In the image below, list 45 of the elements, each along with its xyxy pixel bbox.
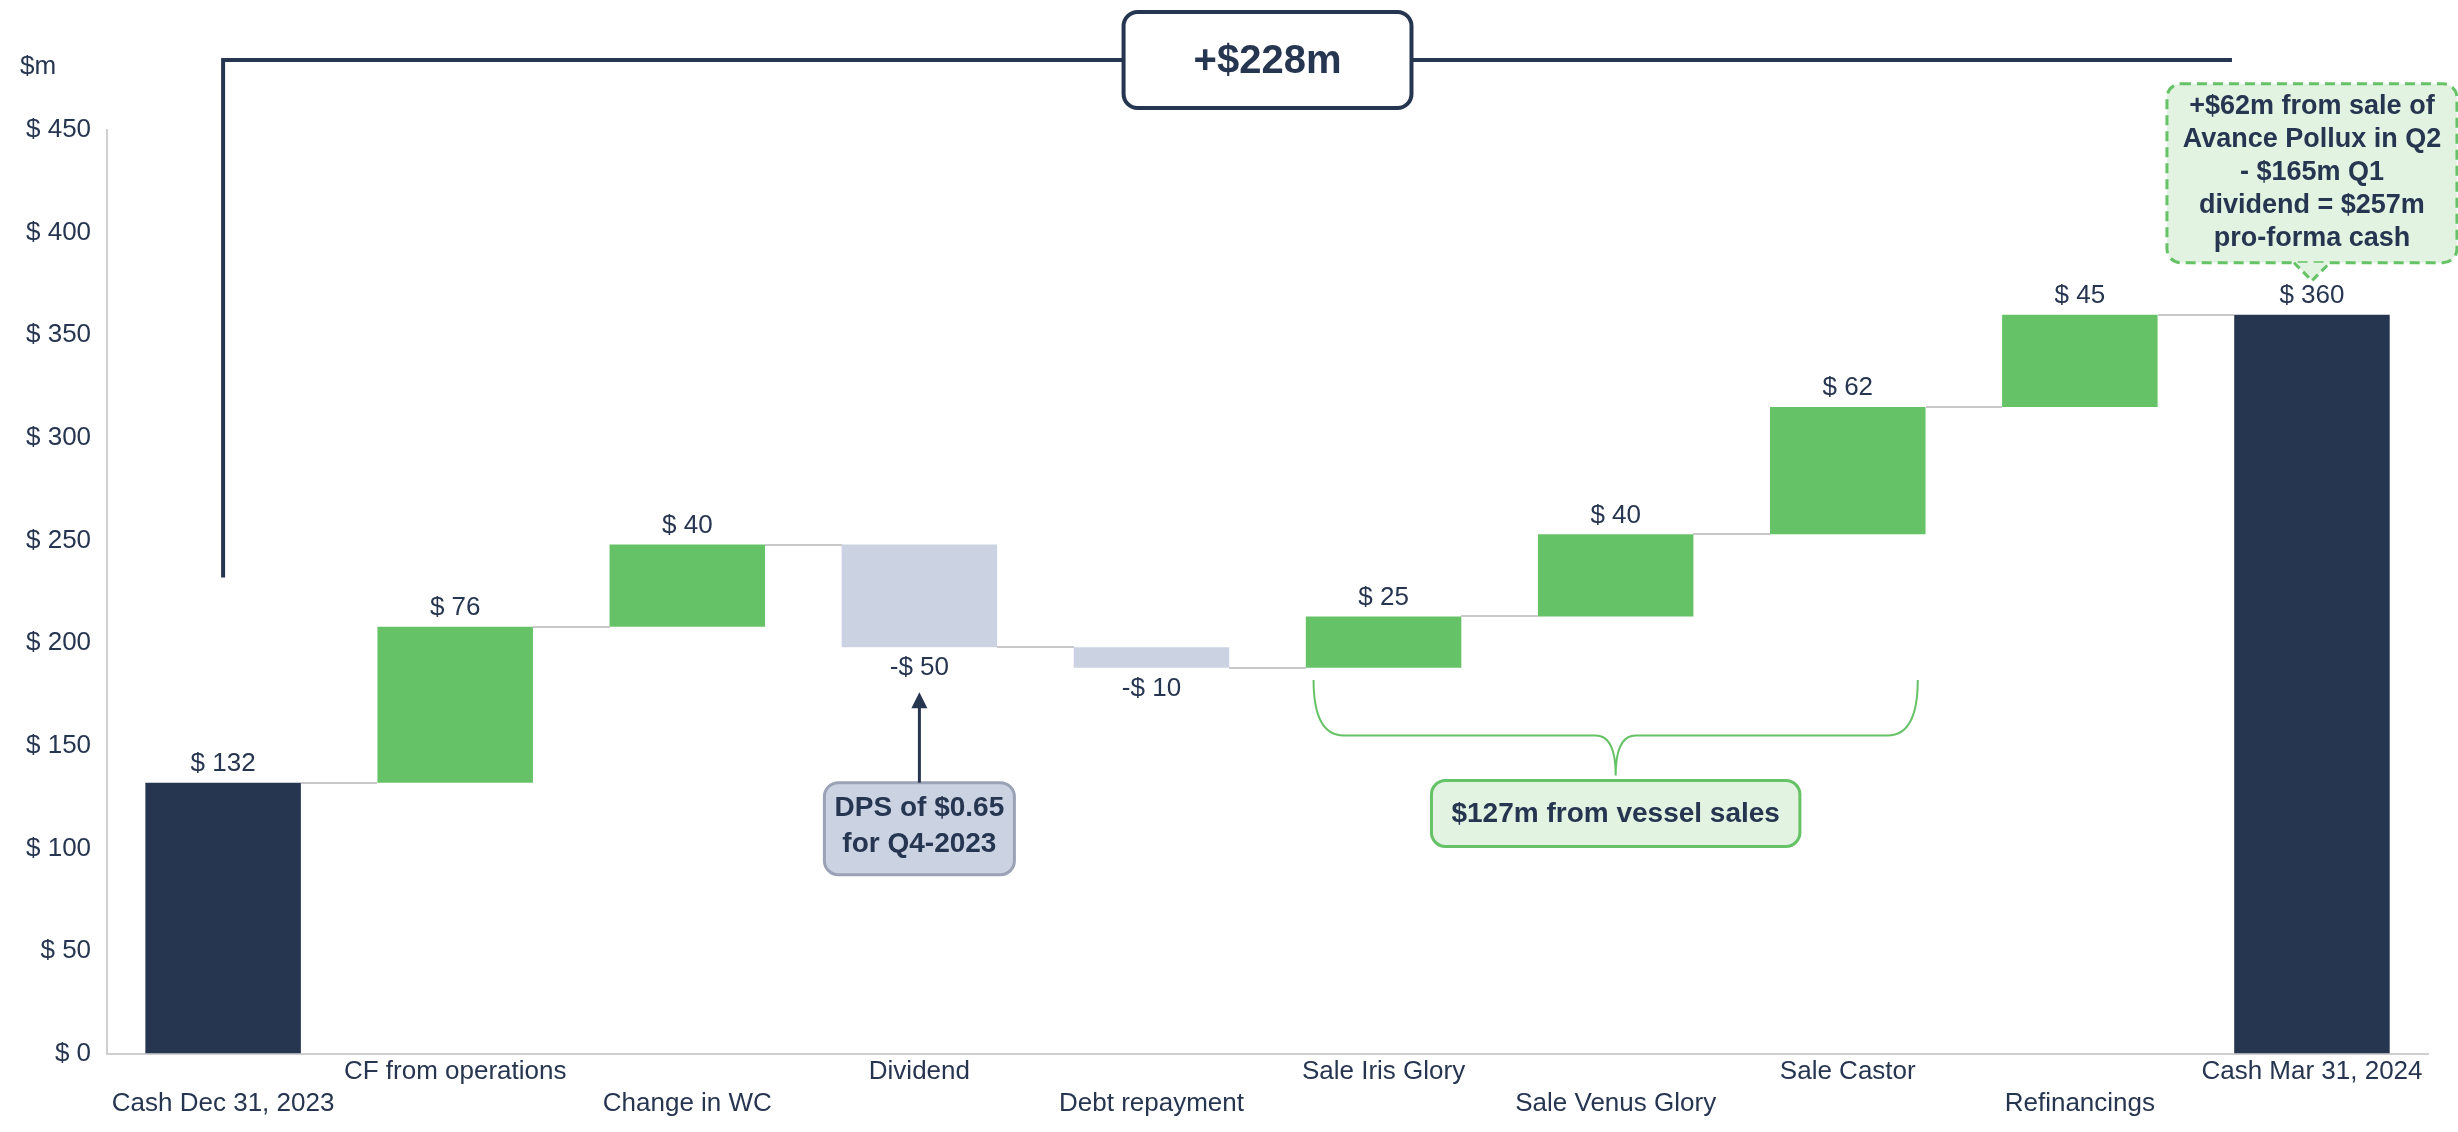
data-label: -$ 50: [889, 651, 950, 682]
bar: [377, 626, 533, 783]
data-label: $ 40: [661, 508, 713, 539]
data-label: $ 25: [1358, 580, 1409, 611]
x-tick-label: Change in WC: [602, 1086, 772, 1117]
data-label: $ 132: [190, 746, 256, 777]
data-label: $ 45: [2054, 278, 2106, 309]
y-axis-title: $m: [20, 50, 57, 81]
x-tick-label: CF from operations: [343, 1055, 567, 1086]
x-tick-label: Debt repayment: [1058, 1086, 1245, 1117]
bar: [841, 544, 998, 648]
x-tick-label: Cash Mar 31, 2024: [2201, 1055, 2423, 1086]
y-tick-label: $ 250: [25, 523, 92, 554]
bar: [2002, 314, 2158, 408]
x-tick-label: Refinancings: [2004, 1086, 2156, 1117]
data-label: $ 360: [2279, 278, 2345, 309]
bar: [1537, 534, 1694, 617]
text: +$228m: [1193, 37, 1342, 82]
data-label: $ 40: [1590, 498, 1641, 529]
bar: [145, 782, 301, 1054]
bar: [2234, 314, 2390, 1054]
x-tick-label: Sale Venus Glory: [1515, 1086, 1717, 1117]
data-label: $ 62: [1822, 371, 1874, 402]
y-tick-label: $ 150: [25, 728, 92, 759]
y-tick-label: $ 450: [25, 113, 92, 144]
x-tick-label: Cash Dec 31, 2023: [111, 1086, 335, 1117]
bar: [1305, 616, 1462, 668]
annotation: DPS of $0.65 for Q4-2023: [834, 791, 1005, 859]
y-tick-label: $ 350: [25, 318, 92, 349]
y-tick-label: $ 50: [40, 934, 92, 965]
x-tick-label: Sale Castor: [1779, 1055, 1917, 1086]
y-tick-label: $ 100: [25, 831, 92, 862]
y-tick-label: $ 300: [25, 421, 92, 452]
x-tick-label: Sale Iris Glory: [1301, 1055, 1466, 1086]
data-label: $ 76: [429, 590, 481, 621]
annotation: +$62m from sale of Avance Pollux in Q2 - $165m Q1 dividend = $257m pro-forma cash: [2182, 89, 2442, 252]
bar: [1770, 407, 1926, 535]
y-tick-label: $ 200: [25, 626, 92, 657]
y-tick-label: $ 0: [54, 1036, 92, 1067]
annotation: $127m from vessel sales: [1451, 797, 1780, 829]
bar: [609, 544, 766, 627]
bar: [1073, 647, 1230, 668]
x-tick-label: Dividend: [868, 1055, 970, 1086]
data-label: -$ 10: [1121, 671, 1182, 702]
y-tick-label: $ 400: [25, 215, 92, 246]
